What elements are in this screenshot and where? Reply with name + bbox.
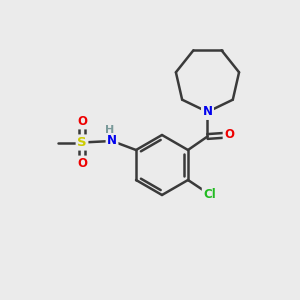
- Text: N: N: [202, 105, 212, 119]
- Text: Cl: Cl: [203, 188, 216, 201]
- Text: N: N: [107, 134, 117, 148]
- Text: O: O: [77, 115, 87, 128]
- Text: H: H: [105, 124, 114, 135]
- Text: N: N: [202, 105, 212, 119]
- Text: S: S: [77, 136, 87, 149]
- Text: O: O: [77, 157, 87, 170]
- Text: O: O: [224, 128, 234, 142]
